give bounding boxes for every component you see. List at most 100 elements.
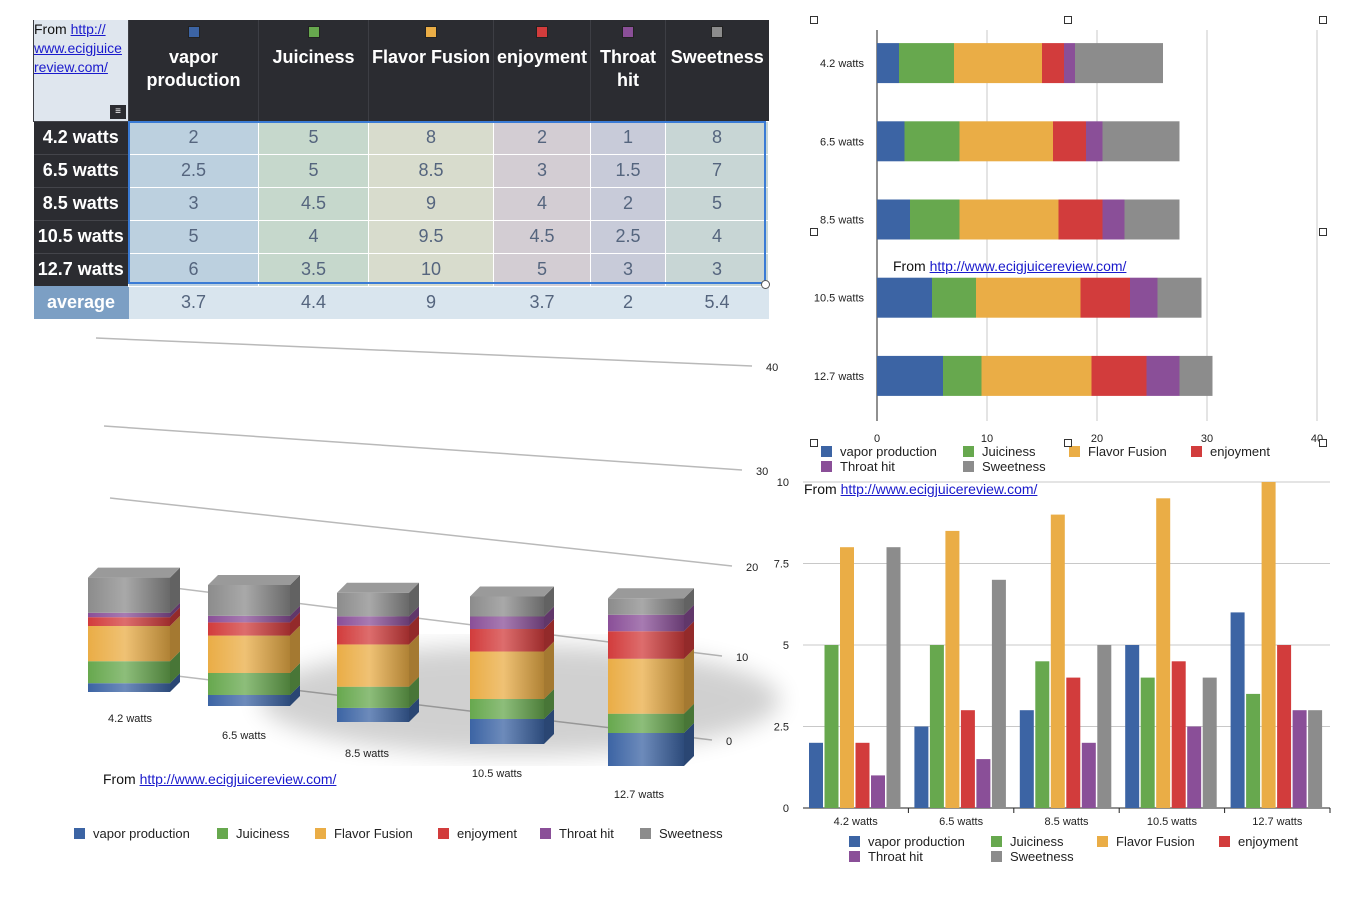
bar-segment bbox=[904, 121, 960, 162]
bar-segment bbox=[1053, 121, 1086, 162]
chart1-source: From http://www.ecigjuicereview.com/ bbox=[103, 771, 337, 787]
bar-segment bbox=[877, 121, 905, 162]
bar bbox=[991, 579, 1006, 808]
table-cell[interactable]: 5 bbox=[665, 186, 769, 221]
table-cell[interactable]: 2 bbox=[590, 186, 666, 221]
table-cell[interactable]: 8 bbox=[368, 120, 494, 155]
legend-swatch bbox=[849, 851, 860, 862]
bar bbox=[871, 775, 885, 808]
table-cell[interactable]: 4 bbox=[258, 219, 369, 254]
row-label[interactable]: 10.5 watts bbox=[33, 219, 129, 253]
legend-label: Juiciness bbox=[236, 826, 290, 841]
legend-item: Sweetness bbox=[963, 459, 1046, 474]
row-label[interactable]: 6.5 watts bbox=[33, 153, 129, 187]
table-cell[interactable]: 4.5 bbox=[258, 186, 369, 221]
bar bbox=[1019, 710, 1034, 808]
row-label[interactable]: 4.2 watts bbox=[33, 120, 129, 154]
average-cell[interactable]: 5.4 bbox=[665, 286, 769, 319]
table-cell[interactable]: 4 bbox=[665, 219, 769, 254]
stack-segment-side bbox=[409, 634, 419, 687]
average-cell[interactable]: 3.7 bbox=[128, 286, 259, 319]
average-cell[interactable]: 2 bbox=[590, 286, 666, 319]
table-cell[interactable]: 4.5 bbox=[493, 219, 591, 254]
stacked-3d-chart[interactable]: 0 10 20 30 40 4.2 watts 6.5 watts 8.5 watts 10.5… bbox=[0, 330, 800, 830]
bar-segment bbox=[877, 355, 943, 396]
selection-handle[interactable] bbox=[810, 228, 818, 236]
table-cell[interactable]: 2 bbox=[493, 120, 591, 155]
column-menu-icon[interactable]: ≡ bbox=[110, 104, 126, 119]
column-top bbox=[337, 582, 419, 593]
row-label[interactable]: 8.5 watts bbox=[33, 186, 129, 220]
legend-swatch bbox=[963, 446, 974, 457]
legend-swatch bbox=[217, 828, 228, 839]
table-cell[interactable]: 3 bbox=[665, 252, 769, 287]
legend-item: Sweetness bbox=[991, 849, 1074, 864]
table-cell[interactable]: 3.5 bbox=[258, 252, 369, 287]
table-cell[interactable]: 5 bbox=[493, 252, 591, 287]
table-cell[interactable]: 6 bbox=[128, 252, 259, 287]
x-tick-label: 8.5 watts bbox=[1044, 816, 1089, 828]
table-cell[interactable]: 10 bbox=[368, 252, 494, 287]
bar bbox=[960, 710, 975, 808]
bar-segment bbox=[959, 121, 1053, 162]
table-cell[interactable]: 2 bbox=[128, 120, 259, 155]
table-cell[interactable]: 3 bbox=[128, 186, 259, 221]
col-header-throat-hit[interactable]: Throat hit bbox=[590, 20, 666, 121]
selection-handle[interactable] bbox=[1064, 16, 1072, 24]
chart1-source-link[interactable]: http://www.ecigjuicereview.com/ bbox=[139, 771, 337, 787]
col-header-enjoyment[interactable]: enjoyment bbox=[493, 20, 591, 121]
legend-swatch bbox=[963, 461, 974, 472]
row-label[interactable]: 12.7 watts bbox=[33, 252, 129, 286]
bar-segment bbox=[954, 43, 1042, 84]
table-cell[interactable]: 3 bbox=[493, 153, 591, 188]
table-cell[interactable]: 1.5 bbox=[590, 153, 666, 188]
bar bbox=[976, 759, 991, 808]
average-cell[interactable]: 3.7 bbox=[493, 286, 591, 319]
table-resize-handle[interactable] bbox=[761, 280, 770, 289]
chart3-source-link[interactable]: http://www.ecigjuicereview.com/ bbox=[840, 481, 1038, 497]
chart2-source-link[interactable]: http://www.ecigjuicereview.com/ bbox=[929, 258, 1127, 274]
selection-handle[interactable] bbox=[1064, 439, 1072, 447]
table-cell[interactable]: 5 bbox=[258, 120, 369, 155]
table-cell[interactable]: 7 bbox=[665, 153, 769, 188]
selection-handle[interactable] bbox=[810, 439, 818, 447]
table-cell[interactable]: 9.5 bbox=[368, 219, 494, 254]
table-cell[interactable]: 2.5 bbox=[590, 219, 666, 254]
selection-handle[interactable] bbox=[810, 16, 818, 24]
chart3-legend: vapor production Juiciness Flavor Fusion en… bbox=[849, 834, 1329, 866]
col-header-sweetness[interactable]: Sweetness bbox=[665, 20, 769, 121]
x-tick-label: 6.5 watts bbox=[939, 816, 984, 828]
table-cell[interactable]: 4 bbox=[493, 186, 591, 221]
table-cell[interactable]: 1 bbox=[590, 120, 666, 155]
table-cell[interactable]: 5 bbox=[258, 153, 369, 188]
legend-item: Throat hit bbox=[821, 459, 895, 474]
table-cell[interactable]: 8.5 bbox=[368, 153, 494, 188]
legend-item: Flavor Fusion bbox=[1097, 834, 1195, 849]
table-cell[interactable]: 8 bbox=[665, 120, 769, 155]
stack-segment-side bbox=[684, 621, 694, 659]
col-header-juiciness[interactable]: Juiciness bbox=[258, 20, 369, 121]
y-tick-label: 10 bbox=[777, 477, 789, 489]
selection-handle[interactable] bbox=[1319, 439, 1327, 447]
y-tick-label: 10 bbox=[736, 652, 748, 664]
table-cell[interactable]: 3 bbox=[590, 252, 666, 287]
table-cell[interactable]: 5 bbox=[128, 219, 259, 254]
stack-segment-side bbox=[544, 641, 554, 699]
table-cell[interactable]: 2.5 bbox=[128, 153, 259, 188]
stack-segment-side bbox=[684, 723, 694, 766]
table-source-prefix: From bbox=[34, 21, 71, 37]
selection-handle[interactable] bbox=[1319, 228, 1327, 236]
selection-handle[interactable] bbox=[1319, 16, 1327, 24]
legend-item: Juiciness bbox=[217, 826, 289, 841]
table-cell[interactable]: 9 bbox=[368, 186, 494, 221]
table-source-link[interactable]: http://www.ecigjuice review.com/ bbox=[34, 21, 122, 75]
col-header-vapor-production[interactable]: vapor production bbox=[128, 20, 259, 121]
bar-segment bbox=[1179, 355, 1213, 396]
col-header-flavor-fusion[interactable]: Flavor Fusion bbox=[368, 20, 494, 121]
average-cell[interactable]: 9 bbox=[368, 286, 494, 319]
average-cell[interactable]: 4.4 bbox=[258, 286, 369, 319]
bar bbox=[1292, 710, 1307, 808]
grouped-bar-chart[interactable]: 0 2.5 5 7.5 10 4.2 watts 6.5 watts 8.5 watts 10.… bbox=[770, 475, 1340, 835]
bar bbox=[1246, 693, 1261, 808]
